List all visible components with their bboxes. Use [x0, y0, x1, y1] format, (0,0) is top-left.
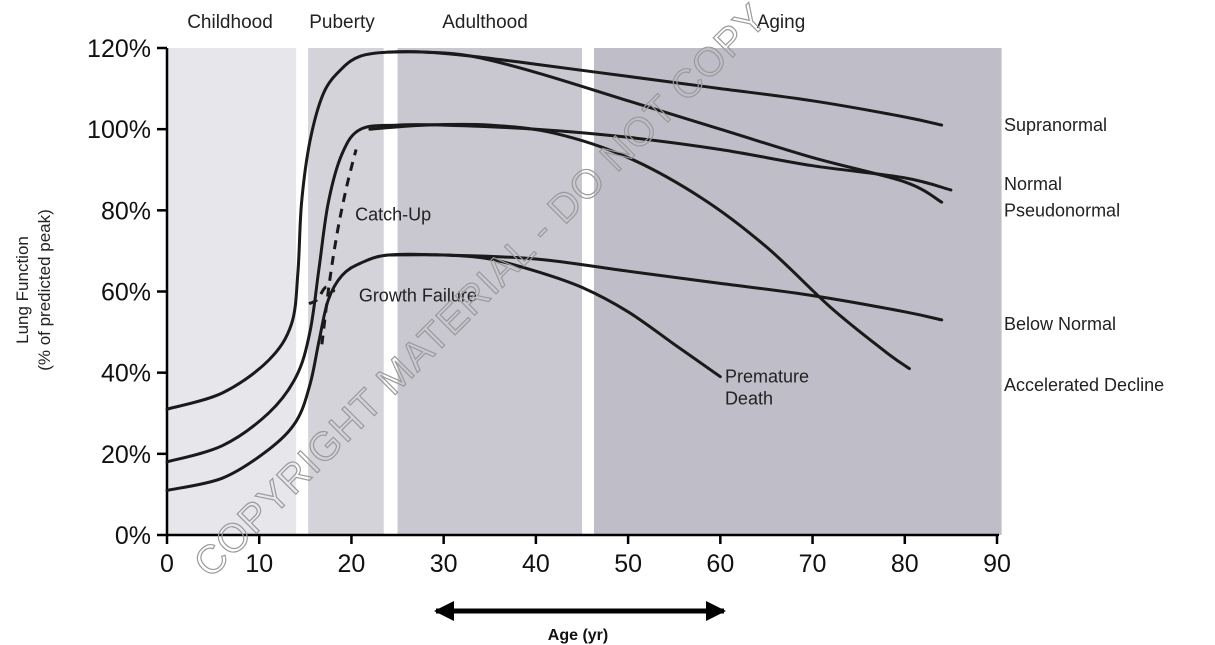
y-tick-label: 80%: [101, 197, 151, 225]
x-tick-label: 30: [430, 550, 458, 578]
x-tick-label: 10: [245, 550, 273, 578]
line-label-supranormal: Supranormal: [1004, 115, 1107, 135]
series-line-premature-death: [386, 253, 722, 379]
y-tick-label: 40%: [101, 360, 151, 388]
series-line-accelerated-decline: [368, 122, 911, 371]
y-tick-label: 0%: [115, 522, 151, 550]
annotation-catch-up: Catch-Up: [355, 204, 431, 224]
series-line-below-normal: [165, 252, 944, 492]
line-label-normal: Normal: [1004, 174, 1062, 194]
phase-label-puberty: Puberty: [309, 12, 375, 33]
x-tick-label: 20: [338, 550, 366, 578]
annotation-growth-failure: Growth Failure: [359, 286, 477, 306]
annotation-premature-death: Premature Death: [725, 367, 809, 409]
phase-label-childhood: Childhood: [187, 12, 273, 33]
series-line-growth-failure: [308, 285, 336, 306]
x-axis-title: Age (yr): [548, 627, 608, 644]
series-line-normal: [165, 123, 953, 464]
line-label-below-normal: Below Normal: [1004, 314, 1116, 334]
phase-band-childhood: [167, 48, 297, 535]
y-axis-title: Lung Function: [13, 236, 32, 344]
x-tick-label: 70: [799, 550, 827, 578]
x-tick-label: 80: [891, 550, 919, 578]
y-tick-label: 20%: [101, 441, 151, 469]
x-tick-label: 50: [614, 550, 642, 578]
y-tick-label: 60%: [101, 279, 151, 307]
y-tick-label: 100%: [87, 116, 151, 144]
phase-band-aging: [593, 48, 1002, 535]
phase-label-adulthood: Adulthood: [442, 12, 528, 33]
x-tick-label: 60: [706, 550, 734, 578]
series-line-catch-up: [320, 149, 358, 345]
x-tick-label: 0: [160, 550, 174, 578]
phase-label-aging: Aging: [757, 12, 806, 33]
y-tick-label: 120%: [87, 35, 151, 63]
line-label-pseudonormal: Pseudonormal: [1004, 200, 1120, 220]
x-tick-label: 40: [522, 550, 550, 578]
line-label-accelerated-decline: Accelerated Decline: [1004, 375, 1164, 395]
x-tick-label: 90: [983, 550, 1011, 578]
y-axis-subtitle: (% of predicted peak): [35, 209, 54, 371]
series-line-pseudonormal: [386, 50, 944, 204]
series-line-supranormal: [165, 50, 944, 411]
